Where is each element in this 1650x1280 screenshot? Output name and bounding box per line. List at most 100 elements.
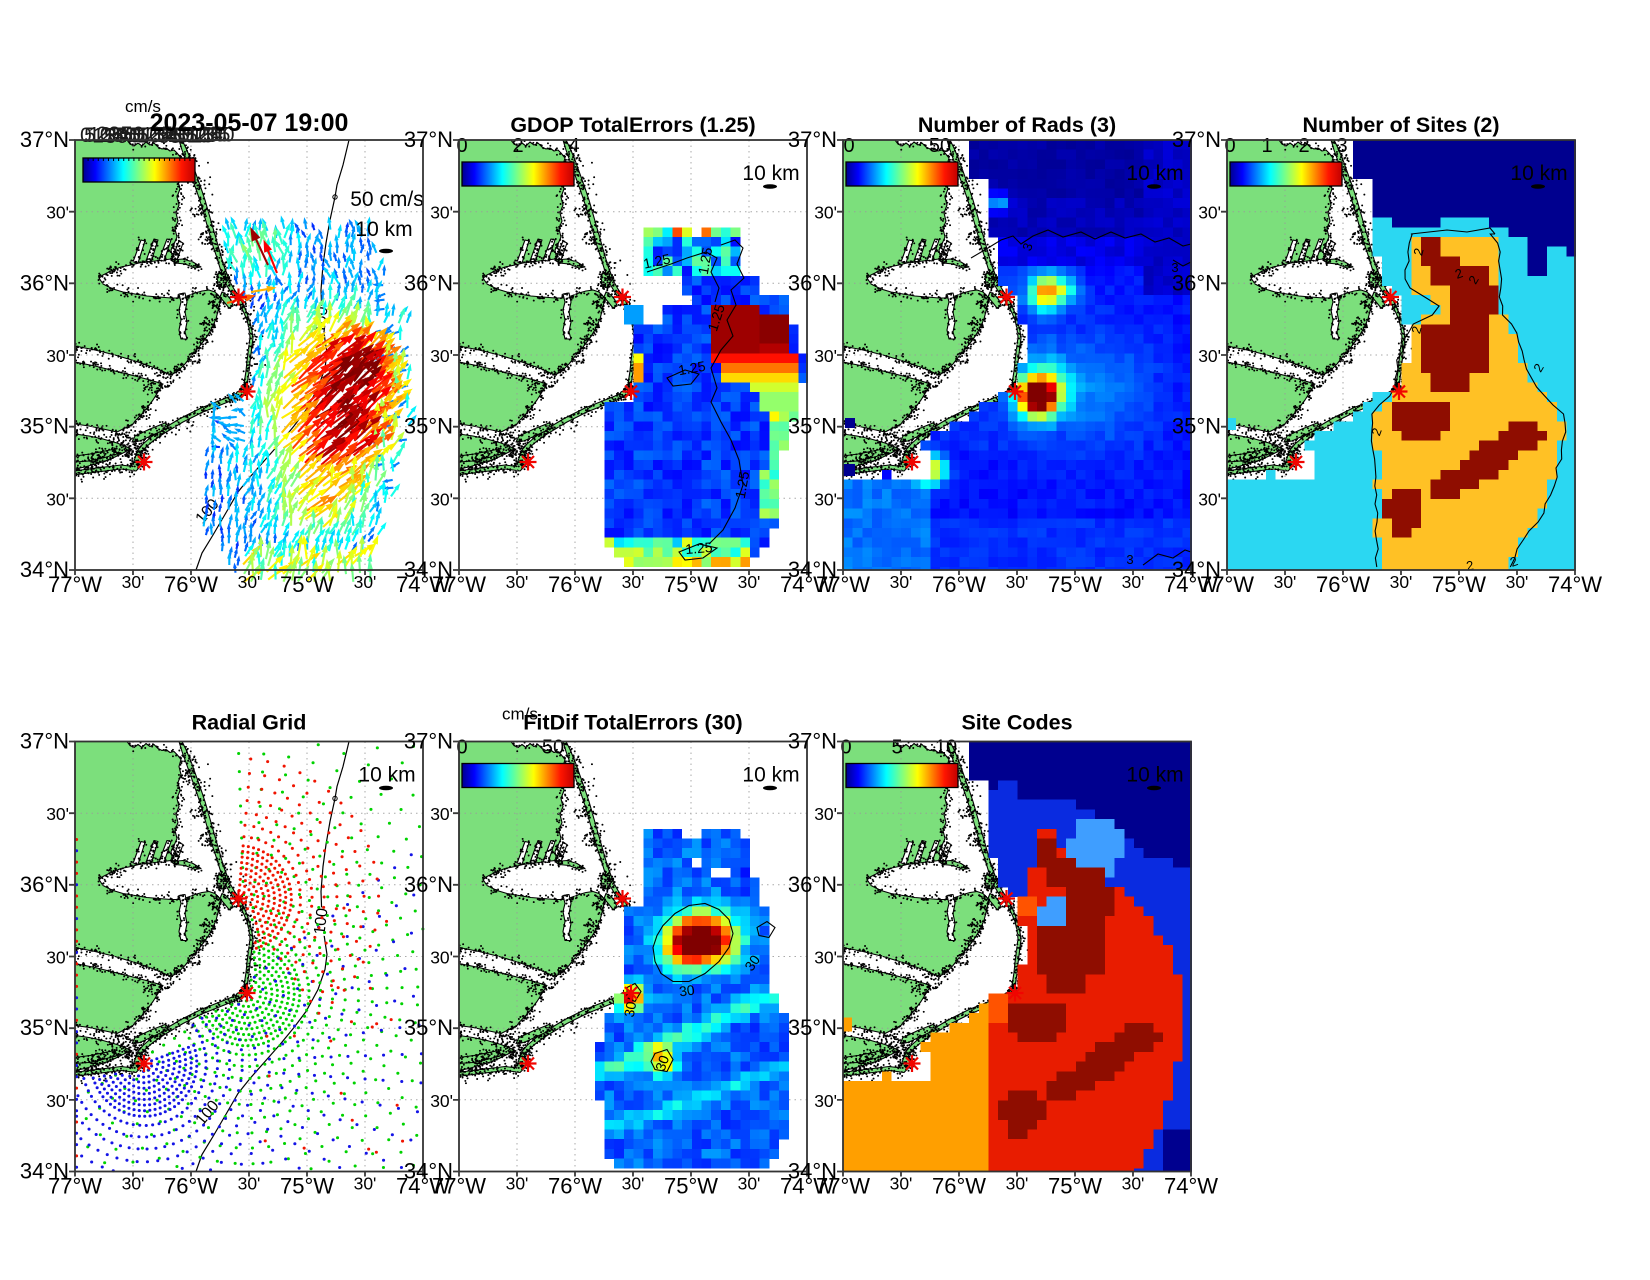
svg-text:37°N: 37°N: [404, 127, 453, 152]
svg-text:30': 30': [122, 572, 145, 592]
svg-text:75°W: 75°W: [664, 1174, 718, 1199]
svg-text:10: 10: [137, 124, 160, 147]
svg-text:30': 30': [1122, 572, 1145, 592]
svg-text:36°N: 36°N: [20, 872, 69, 897]
svg-text:2: 2: [1465, 557, 1475, 573]
svg-text:20: 20: [195, 124, 218, 147]
svg-text:1.25: 1.25: [695, 246, 716, 276]
svg-text:2023-05-07 19:00: 2023-05-07 19:00: [150, 109, 349, 137]
svg-text:36°N: 36°N: [404, 872, 453, 897]
svg-text:4: 4: [568, 135, 579, 157]
svg-text:77°W: 77°W: [1200, 572, 1254, 597]
svg-text:30': 30': [430, 346, 453, 366]
svg-text:30': 30': [46, 489, 69, 509]
svg-text:37°N: 37°N: [1172, 127, 1221, 152]
svg-text:37°N: 37°N: [20, 127, 69, 152]
svg-text:0: 0: [456, 135, 467, 157]
svg-text:30': 30': [1006, 572, 1029, 592]
svg-text:1: 1: [1261, 135, 1272, 157]
svg-text:74°W: 74°W: [1548, 572, 1602, 597]
svg-text:2: 2: [1408, 324, 1424, 335]
svg-text:15: 15: [191, 124, 214, 147]
svg-text:10 km: 10 km: [1126, 162, 1183, 185]
svg-text:30: 30: [678, 981, 696, 999]
svg-text:30': 30': [814, 948, 837, 968]
svg-text:74°W: 74°W: [396, 572, 450, 597]
svg-text:30': 30': [814, 804, 837, 824]
svg-text:30': 30': [1198, 489, 1221, 509]
svg-text:3: 3: [1019, 241, 1036, 253]
svg-text:35°N: 35°N: [20, 1015, 69, 1040]
svg-text:30': 30': [430, 948, 453, 968]
svg-text:76°W: 76°W: [932, 1174, 986, 1199]
svg-text:40: 40: [113, 124, 136, 147]
svg-text:75°W: 75°W: [280, 572, 334, 597]
svg-text:0: 0: [80, 124, 92, 147]
svg-text:10: 10: [935, 737, 957, 759]
svg-text:2: 2: [512, 135, 523, 157]
svg-text:34°N: 34°N: [788, 557, 837, 582]
svg-text:30': 30': [622, 1174, 645, 1194]
svg-text:74°W: 74°W: [780, 1174, 834, 1199]
svg-text:30': 30': [238, 1174, 261, 1194]
svg-text:37°N: 37°N: [20, 729, 69, 754]
svg-text:40: 40: [162, 124, 185, 147]
svg-text:1.25: 1.25: [732, 470, 753, 500]
svg-text:76°W: 76°W: [164, 572, 218, 597]
svg-text:GDOP TotalErrors (1.25): GDOP TotalErrors (1.25): [510, 113, 755, 137]
svg-text:75°W: 75°W: [1432, 572, 1486, 597]
svg-text:74°W: 74°W: [780, 572, 834, 597]
svg-text:5: 5: [891, 737, 902, 759]
svg-text:55: 55: [125, 124, 148, 147]
svg-text:Number of Sites (2): Number of Sites (2): [1302, 113, 1499, 137]
svg-text:75°W: 75°W: [1048, 572, 1102, 597]
svg-text:2: 2: [1508, 553, 1520, 570]
svg-text:30': 30': [354, 1174, 377, 1194]
svg-text:10 km: 10 km: [1510, 162, 1567, 185]
svg-text:30': 30': [46, 948, 69, 968]
svg-text:35°N: 35°N: [1172, 414, 1221, 439]
svg-text:3: 3: [1171, 260, 1178, 275]
svg-text:34°N: 34°N: [20, 1159, 69, 1184]
svg-text:30: 30: [621, 1000, 639, 1018]
svg-text:50: 50: [170, 124, 193, 147]
svg-text:2: 2: [1453, 265, 1465, 282]
svg-text:37°N: 37°N: [788, 127, 837, 152]
svg-text:76°W: 76°W: [164, 1174, 218, 1199]
svg-text:30: 30: [154, 124, 177, 147]
svg-text:30': 30': [46, 203, 69, 223]
svg-text:1.25: 1.25: [642, 250, 672, 271]
svg-text:37°N: 37°N: [788, 729, 837, 754]
svg-text:30': 30': [430, 489, 453, 509]
svg-text:30': 30': [814, 1091, 837, 1111]
svg-text:Number of Rads (3): Number of Rads (3): [918, 113, 1116, 137]
svg-text:30': 30': [814, 346, 837, 366]
svg-text:77°W: 77°W: [432, 572, 486, 597]
svg-text:30': 30': [46, 346, 69, 366]
svg-text:36°N: 36°N: [788, 872, 837, 897]
svg-text:76°W: 76°W: [548, 1174, 602, 1199]
svg-text:35°N: 35°N: [404, 1015, 453, 1040]
svg-text:Site Codes: Site Codes: [961, 711, 1072, 735]
svg-text:35: 35: [158, 125, 181, 148]
svg-text:15: 15: [92, 125, 115, 148]
svg-text:2: 2: [1298, 135, 1309, 157]
svg-text:36°N: 36°N: [788, 270, 837, 295]
svg-text:30': 30': [1198, 203, 1221, 223]
svg-text:30': 30': [354, 572, 377, 592]
svg-text:35°N: 35°N: [20, 414, 69, 439]
svg-text:50 cm/s: 50 cm/s: [350, 188, 424, 211]
svg-text:30': 30': [1274, 572, 1297, 592]
svg-text:35°N: 35°N: [404, 414, 453, 439]
svg-text:0: 0: [1224, 135, 1235, 157]
svg-text:FitDif TotalErrors (30): FitDif TotalErrors (30): [523, 711, 742, 735]
svg-text:74°W: 74°W: [396, 1174, 450, 1199]
svg-text:0: 0: [129, 124, 141, 147]
svg-text:77°W: 77°W: [816, 572, 870, 597]
svg-text:36°N: 36°N: [20, 270, 69, 295]
svg-text:0: 0: [456, 737, 467, 759]
svg-text:30': 30': [430, 1091, 453, 1111]
svg-text:74°W: 74°W: [1164, 572, 1218, 597]
svg-text:77°W: 77°W: [48, 1174, 102, 1199]
svg-text:1.25: 1.25: [685, 539, 714, 557]
